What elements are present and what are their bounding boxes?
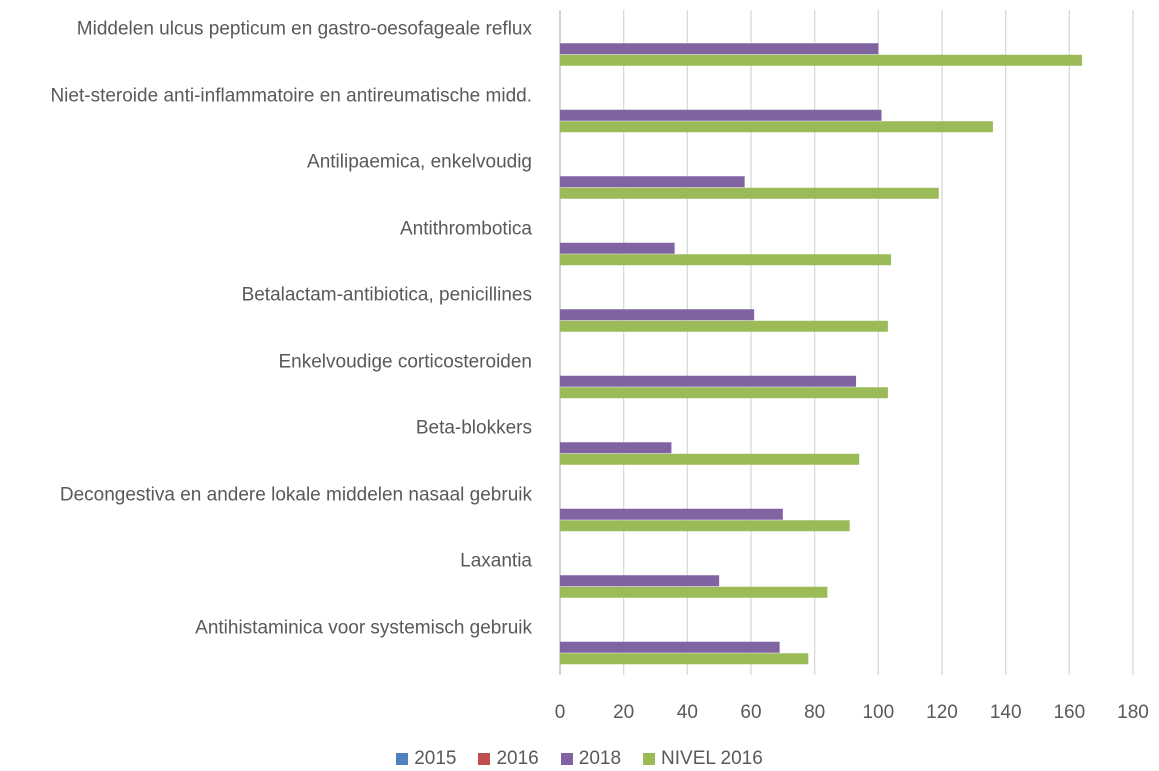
legend-swatch: [560, 753, 573, 765]
legend-label: 2016: [496, 748, 539, 769]
x-tick-label: 160: [1053, 702, 1085, 723]
bar: [560, 586, 828, 598]
bar: [560, 453, 860, 465]
bar: [560, 187, 939, 199]
legend: 2015 2016 2018 NIVEL 2016: [0, 748, 1159, 770]
bar: [560, 641, 780, 653]
legend-item: 2015: [396, 748, 456, 770]
bar: [560, 54, 1083, 66]
bar: [560, 520, 850, 532]
x-tick-label: 40: [677, 702, 698, 723]
legend-swatch: [478, 753, 491, 765]
x-tick-label: 180: [1117, 702, 1149, 723]
category-label: Decongestiva en andere lokale middelen n…: [59, 484, 532, 506]
x-tick-label: 20: [613, 702, 634, 723]
bar: [560, 653, 809, 665]
legend-item: 2016: [478, 748, 539, 770]
bar: [560, 575, 720, 587]
bar: [560, 387, 888, 399]
category-label: Antilipaemica, enkelvoudig: [307, 151, 532, 173]
x-tick-label: 80: [804, 702, 825, 723]
category-label: Laxantia: [460, 550, 532, 572]
x-tick-label: 100: [862, 702, 894, 723]
bar: [560, 109, 882, 121]
category-label: Antithrombotica: [399, 218, 532, 240]
bar: [560, 176, 745, 188]
bar: [560, 254, 892, 266]
bar: [560, 242, 675, 254]
legend-item: 2018: [560, 748, 622, 770]
category-label: Niet-steroide anti-inflammatoire en anti…: [50, 85, 532, 107]
category-label: Beta-blokkers: [415, 417, 532, 439]
legend-item: NIVEL 2016: [643, 748, 763, 770]
bar: [560, 320, 888, 332]
category-label: Enkelvoudige corticosteroiden: [278, 351, 533, 373]
bar: [560, 375, 857, 387]
bar: [560, 309, 755, 321]
bar: [560, 43, 879, 55]
x-tick-label: 140: [990, 702, 1022, 723]
category-label: Betalactam-antibiotica, penicillines: [241, 284, 532, 306]
legend-label: NIVEL 2016: [661, 748, 763, 769]
bar: [560, 121, 993, 133]
category-label: Antihistaminica voor systemisch gebruik: [195, 617, 532, 639]
x-tick-label: 120: [926, 702, 958, 723]
legend-label: 2018: [578, 748, 622, 769]
category-label: Middelen ulcus pepticum en gastro-oesofa…: [76, 18, 532, 40]
legend-swatch: [396, 753, 409, 765]
x-tick-label: 0: [555, 702, 566, 723]
legend-label: 2015: [414, 748, 457, 769]
legend-swatch: [643, 753, 656, 765]
x-tick-label: 60: [740, 702, 761, 723]
bar: [560, 508, 783, 520]
bar: [560, 442, 672, 454]
